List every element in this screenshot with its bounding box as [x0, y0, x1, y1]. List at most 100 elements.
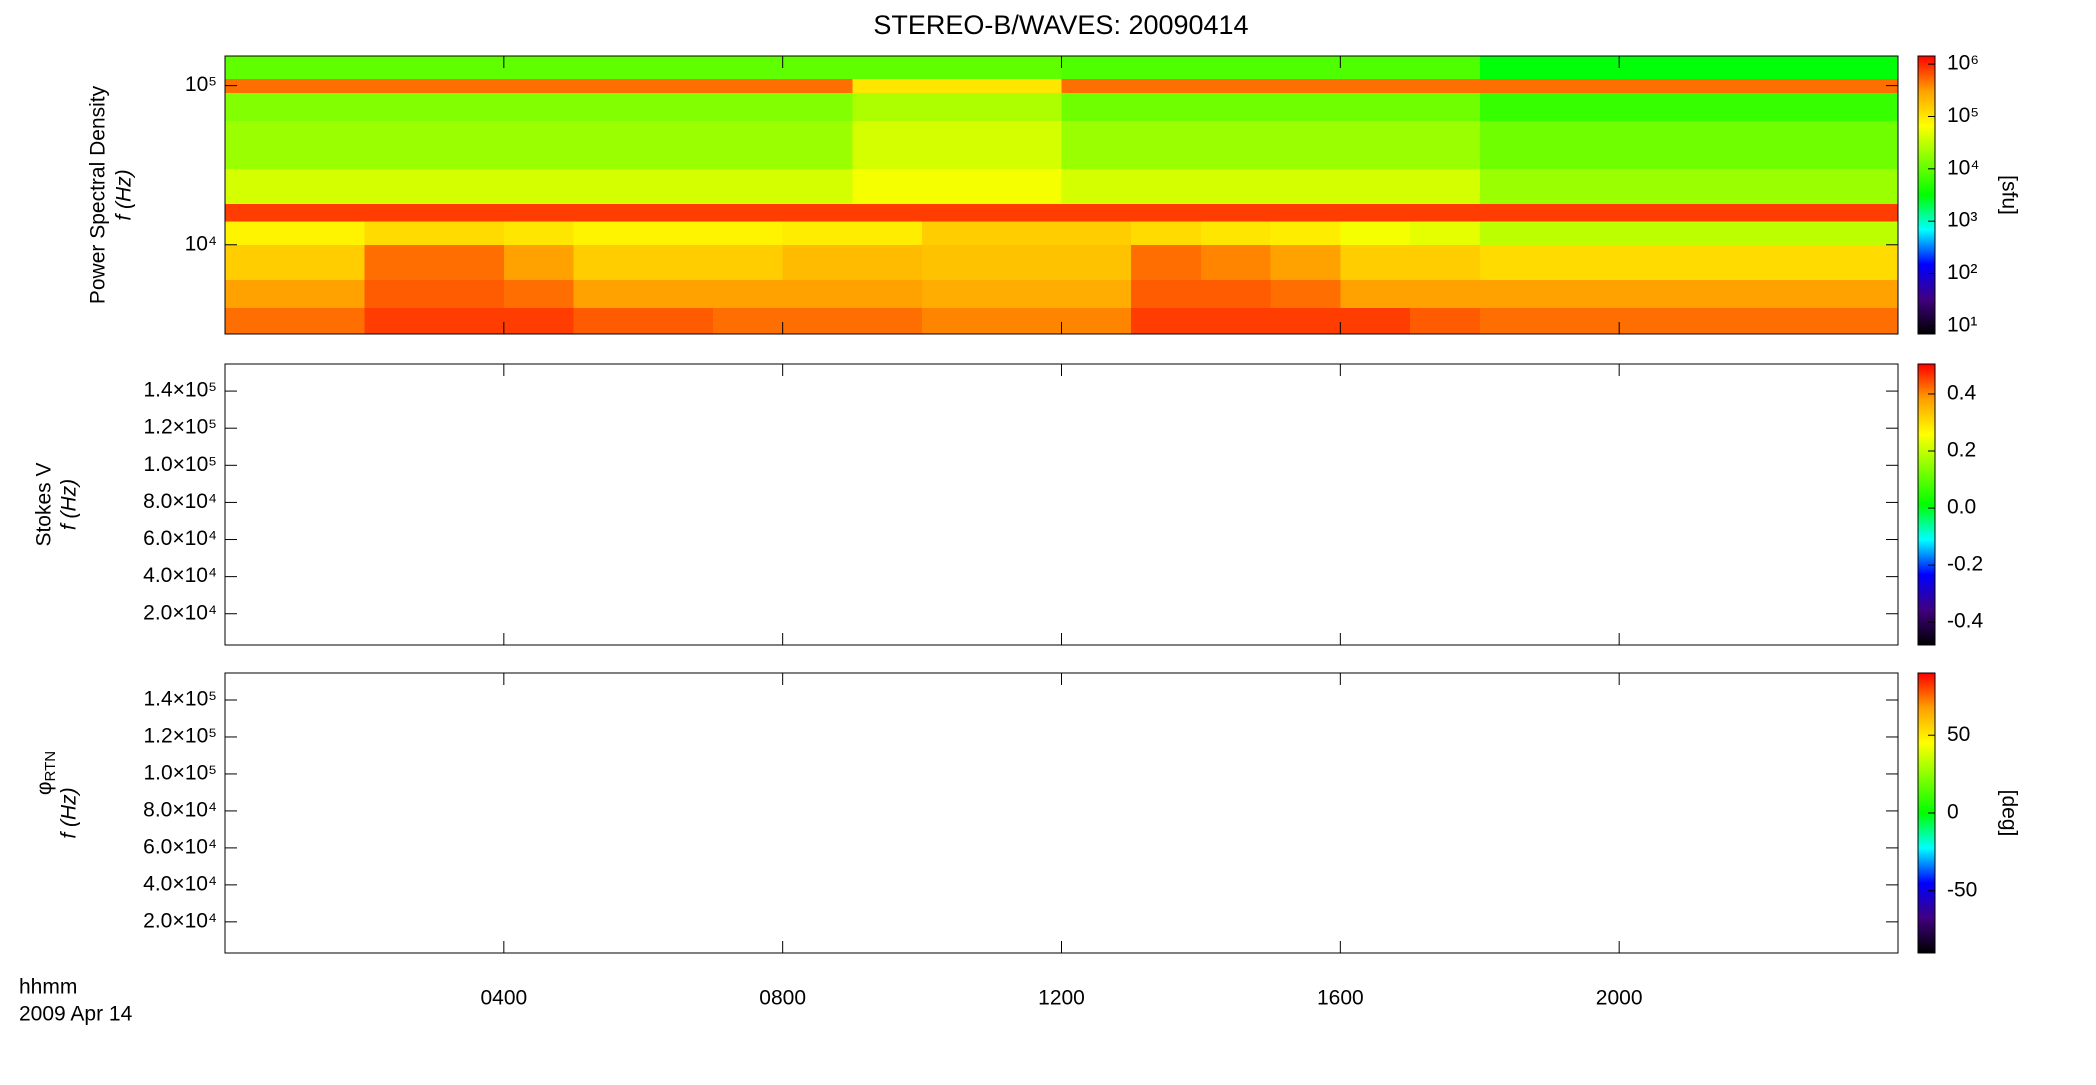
heatmap-cell	[1619, 79, 1689, 93]
heatmap-cell	[364, 56, 435, 80]
heatmap-cell	[1270, 56, 1341, 80]
heatmap-cell	[1758, 168, 1829, 205]
heatmap-cell	[1619, 168, 1689, 205]
heatmap-cell	[1270, 244, 1341, 281]
heatmap-cell	[1410, 280, 1480, 309]
time-label: hhmm	[19, 976, 77, 999]
heatmap-cell	[1828, 308, 1898, 334]
heatmap-cell	[503, 120, 574, 169]
heatmap-cell	[1200, 92, 1271, 121]
heatmap-cell	[1619, 120, 1689, 169]
heatmap-cell	[643, 280, 713, 309]
heatmap-cell	[1758, 280, 1829, 309]
heatmap-cell	[1549, 280, 1620, 309]
heatmap-cell	[1270, 204, 1341, 222]
heatmap-cell	[922, 221, 992, 245]
heatmap-cell	[712, 168, 783, 205]
heatmap-cell	[1270, 221, 1341, 245]
heatmap-cell	[1688, 168, 1759, 205]
heatmap-cell	[503, 308, 574, 334]
heatmap-cell	[712, 308, 783, 334]
heatmap-cell	[1549, 308, 1620, 334]
heatmap-cell	[503, 79, 574, 93]
heatmap-cell	[1340, 56, 1411, 80]
y-tick-label: 10⁵	[185, 73, 217, 96]
heatmap-cell	[294, 308, 365, 334]
heatmap-cell	[1619, 244, 1689, 281]
y-tick-label: 1.4×10⁵	[143, 688, 217, 711]
heatmap-cell	[782, 168, 853, 205]
heatmap-cell	[1479, 120, 1550, 169]
heatmap-cell	[643, 244, 713, 281]
heatmap-cell	[1061, 120, 1132, 169]
heatmap-cell	[225, 280, 295, 309]
heatmap-cell	[1549, 120, 1620, 169]
heatmap-cell	[1688, 280, 1759, 309]
heatmap-cell	[991, 56, 1062, 80]
heatmap-cell	[1340, 79, 1411, 93]
heatmap-cell	[364, 120, 435, 169]
heatmap-cell	[1479, 221, 1550, 245]
y-tick-label: 6.0×10⁴	[143, 527, 217, 550]
heatmap-cell	[1549, 56, 1620, 80]
heatmap-cell	[503, 221, 574, 245]
colorbar-tick-label: 10¹	[1947, 313, 1977, 336]
heatmap-cell	[294, 221, 365, 245]
heatmap-cell	[852, 79, 923, 93]
heatmap-cell	[1131, 308, 1201, 334]
colorbar-label: [deg]	[1997, 790, 2020, 837]
y-axis-label: f (Hz)	[58, 787, 81, 838]
heatmap-cell	[852, 280, 923, 309]
heatmap-cell	[1758, 221, 1829, 245]
heatmap-cell	[1410, 204, 1480, 222]
heatmap-cell	[1131, 168, 1201, 205]
heatmap-cell	[434, 221, 504, 245]
heatmap-cell	[1061, 56, 1132, 80]
heatmap-cell	[1549, 204, 1620, 222]
date-label: 2009 Apr 14	[19, 1003, 133, 1026]
heatmap-cell	[1410, 244, 1480, 281]
heatmap-cell	[1061, 79, 1132, 93]
heatmap-cell	[573, 79, 644, 93]
heatmap-cell	[991, 308, 1062, 334]
heatmap-cell	[712, 56, 783, 80]
heatmap-cell	[573, 120, 644, 169]
heatmap-cell	[782, 56, 853, 80]
y-tick-label: 1.2×10⁵	[143, 416, 217, 439]
heatmap-cell	[225, 56, 295, 80]
heatmap-cell	[1758, 244, 1829, 281]
heatmap-cell	[225, 221, 295, 245]
y-tick-label: 2.0×10⁴	[143, 601, 217, 624]
heatmap-cell	[1688, 244, 1759, 281]
heatmap-cell	[1549, 244, 1620, 281]
heatmap-cell	[1828, 56, 1898, 80]
heatmap-cell	[434, 308, 504, 334]
heatmap-cell	[1619, 92, 1689, 121]
heatmap-cell	[922, 308, 992, 334]
heatmap-cell	[712, 92, 783, 121]
heatmap-cell	[573, 221, 644, 245]
heatmap-cell	[852, 120, 923, 169]
heatmap-cell	[782, 92, 853, 121]
heatmap-cell	[852, 204, 923, 222]
heatmap-cell	[1479, 280, 1550, 309]
x-tick-label: 1200	[1038, 987, 1085, 1010]
heatmap-cell	[1479, 79, 1550, 93]
heatmap-cell	[1340, 221, 1411, 245]
heatmap-cell	[1131, 204, 1201, 222]
heatmap-cell	[712, 244, 783, 281]
heatmap-cell	[1479, 244, 1550, 281]
heatmap-cell	[922, 244, 992, 281]
heatmap-cell	[434, 92, 504, 121]
heatmap-cell	[991, 204, 1062, 222]
heatmap-cell	[503, 280, 574, 309]
heatmap-cell	[991, 168, 1062, 205]
heatmap-cell	[1758, 79, 1829, 93]
heatmap-cell	[1549, 221, 1620, 245]
heatmap-cell	[503, 168, 574, 205]
heatmap-cell	[852, 244, 923, 281]
colorbar	[1917, 55, 1936, 335]
heatmap-cell	[782, 221, 853, 245]
heatmap-cell	[1479, 168, 1550, 205]
